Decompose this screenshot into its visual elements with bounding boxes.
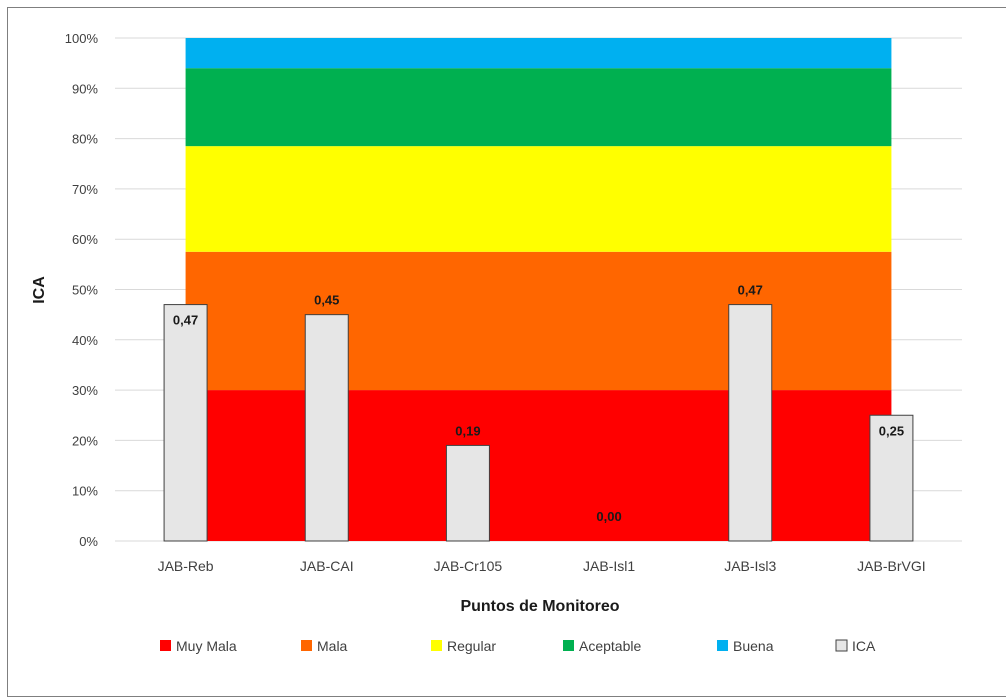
legend-swatch [835, 639, 848, 652]
x-tick-label: JAB-Isl1 [583, 558, 635, 574]
legend-label: Mala [317, 638, 348, 654]
band-mala [185, 251, 892, 391]
y-tick-label: 90% [72, 81, 98, 96]
data-label: 0,45 [314, 293, 339, 308]
y-tick-label: 40% [72, 333, 98, 348]
legend-swatch [563, 640, 574, 651]
data-label: 0,47 [173, 313, 198, 328]
x-tick-label: JAB-Cr105 [434, 558, 503, 574]
legend-swatch [431, 640, 442, 651]
x-axis-title: Puntos de Monitoreo [460, 598, 619, 615]
chart-area: 0% 10% 20% 30% 40% 50% 60% 70% 80% 90% 100% JAB-Re… [31, 31, 962, 654]
legend-label: Regular [447, 638, 496, 654]
band-aceptable [185, 68, 892, 147]
y-tick-label: 50% [72, 283, 98, 298]
bar-jab-cai [304, 314, 349, 542]
x-tick-label: JAB-CAI [300, 558, 354, 574]
y-tick-label: 0% [79, 534, 98, 549]
bar-jab-isl3 [728, 304, 773, 542]
x-axis-ticks: JAB-Reb JAB-CAI JAB-Cr105 JAB-Isl1 JAB-Isl3 J… [158, 558, 926, 574]
data-label: 0,47 [738, 283, 763, 298]
bar-jab-brvgi [869, 414, 914, 542]
y-tick-label: 70% [72, 182, 98, 197]
band-regular [185, 146, 892, 252]
x-tick-label: JAB-BrVGI [857, 558, 925, 574]
y-tick-label: 80% [72, 132, 98, 147]
ica-bars [163, 304, 914, 542]
y-axis-title: ICA [31, 276, 48, 304]
y-tick-label: 10% [72, 484, 98, 499]
data-label: 0,19 [455, 423, 480, 438]
y-tick-label: 20% [72, 433, 98, 448]
data-label: 0,25 [879, 423, 904, 438]
legend: Muy Mala Mala Regular Aceptable Buena ICA [160, 638, 876, 654]
legend-label: ICA [852, 638, 876, 654]
legend-swatch [717, 640, 728, 651]
legend-label: Muy Mala [176, 638, 237, 654]
bar-jab-reb [163, 304, 208, 542]
legend-swatch [160, 640, 171, 651]
y-tick-label: 30% [72, 383, 98, 398]
legend-label: Aceptable [579, 638, 641, 654]
band-buena [185, 38, 892, 69]
band-muy-mala [185, 390, 892, 541]
x-tick-label: JAB-Reb [158, 558, 214, 574]
quality-bands [185, 38, 892, 541]
x-tick-label: JAB-Isl3 [724, 558, 776, 574]
legend-swatch [301, 640, 312, 651]
data-labels: 0,47 0,45 0,19 0,00 0,47 0,25 [173, 283, 904, 524]
data-label: 0,00 [596, 509, 621, 524]
legend-label: Buena [733, 638, 774, 654]
y-tick-label: 60% [72, 232, 98, 247]
y-axis-ticks: 0% 10% 20% 30% 40% 50% 60% 70% 80% 90% 100% [65, 31, 99, 549]
y-tick-label: 100% [65, 31, 99, 46]
bar-jab-cr105 [445, 444, 490, 542]
